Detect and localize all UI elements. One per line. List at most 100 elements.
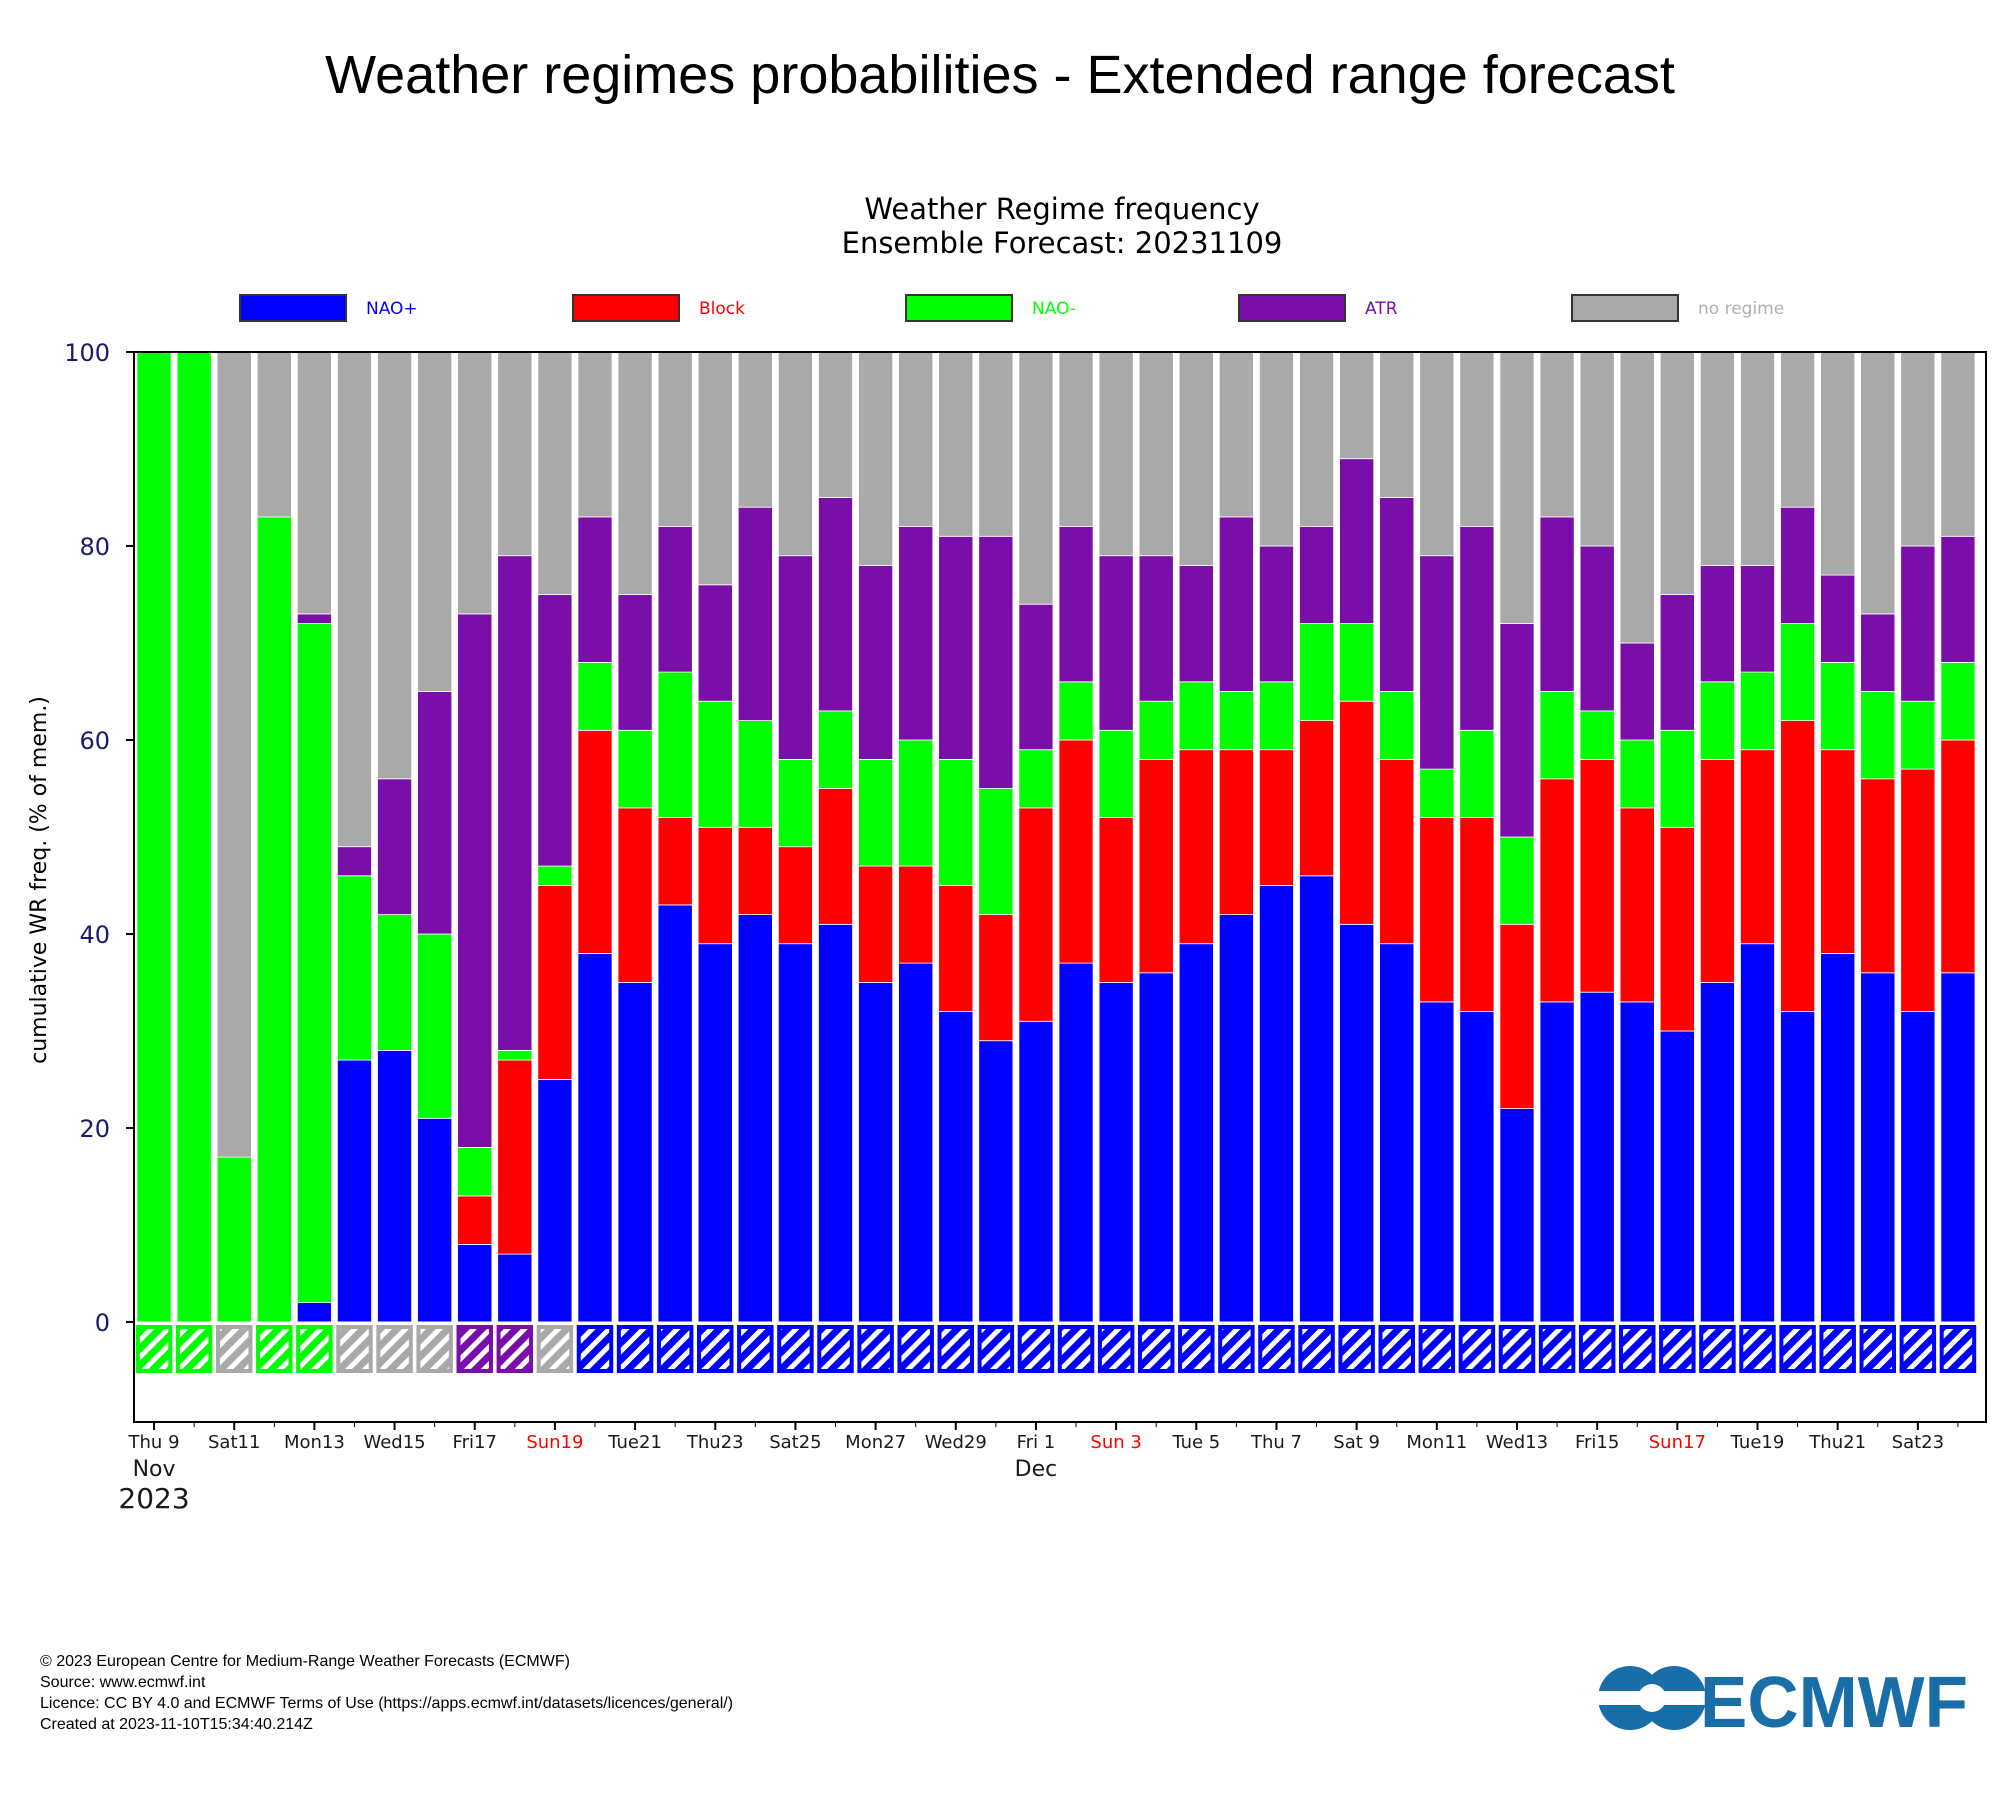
x-tick-label: Mon13 bbox=[284, 1432, 345, 1453]
bar-segment-nao+ bbox=[857, 982, 894, 1323]
x-axis: Thu 9 Sat11 Mon13 Wed15 Fri17 Sun19 Tue21 Thu23… bbox=[118, 1422, 1959, 1515]
bar-segment-no-regime bbox=[537, 351, 573, 595]
x-tick-label: Thu 9 bbox=[128, 1432, 180, 1453]
plot-frame bbox=[133, 351, 1987, 1423]
bar-segment-no-regime bbox=[497, 351, 533, 557]
bar-segment-nao- bbox=[978, 788, 1014, 915]
bar-segment-nao- bbox=[1298, 623, 1335, 721]
bar-segment-block bbox=[537, 885, 573, 1080]
dominant-regime-hatch bbox=[420, 1329, 449, 1369]
bar-segment-atr bbox=[1419, 555, 1455, 770]
bar-segment-atr bbox=[1258, 545, 1295, 683]
bar-segment-nao+ bbox=[617, 982, 653, 1323]
licence-text: Licence: CC BY 4.0 and ECMWF Terms of Us… bbox=[40, 1695, 734, 1712]
bar-segment-block bbox=[1739, 749, 1776, 945]
bar-segment-nao+ bbox=[1779, 1011, 1816, 1323]
bar-segment-atr bbox=[1699, 565, 1736, 683]
dominant-regime-hatch bbox=[1302, 1329, 1331, 1369]
bar-segment-nao+ bbox=[537, 1079, 573, 1323]
legend-label: NAO- bbox=[1032, 299, 1076, 319]
bar-segment-no-regime bbox=[1579, 351, 1615, 547]
dominant-regime-hatch bbox=[300, 1329, 329, 1369]
bar-segment-nao- bbox=[497, 1050, 533, 1061]
bar-segment-atr bbox=[617, 594, 653, 731]
bar-segment-nao+ bbox=[1138, 972, 1174, 1323]
bar-segment-atr bbox=[1779, 506, 1816, 625]
bar-segment-block bbox=[777, 846, 814, 945]
y-tick-label: 80 bbox=[79, 533, 110, 561]
dominant-regime-hatch bbox=[1703, 1329, 1732, 1369]
bar-segment-no-regime bbox=[898, 351, 934, 528]
chart-subtitle: Ensemble Forecast: 20231109 bbox=[842, 226, 1283, 260]
bar-segment-no-regime bbox=[1419, 351, 1455, 557]
bar-segment-atr bbox=[296, 613, 333, 625]
bar-segment-nao- bbox=[697, 700, 733, 828]
bar-segment-nao- bbox=[417, 933, 453, 1119]
bar-segment-nao- bbox=[1459, 729, 1495, 818]
bar-segment-no-regime bbox=[1058, 351, 1094, 528]
bar-segment-atr bbox=[1499, 623, 1535, 838]
bar-segment-block bbox=[1539, 778, 1575, 1003]
bar-segment-no-regime bbox=[1339, 351, 1375, 460]
bar-segment-block bbox=[657, 817, 693, 906]
dominant-regime-hatch bbox=[1943, 1329, 1973, 1369]
dominant-regime-hatch bbox=[981, 1329, 1011, 1369]
bar-segment-nao+ bbox=[1739, 943, 1776, 1323]
bar-segment-block bbox=[457, 1195, 493, 1245]
bar-segment-nao+ bbox=[577, 953, 613, 1323]
bar-segment-atr bbox=[1018, 603, 1054, 751]
bar-segment-atr bbox=[697, 584, 733, 702]
dominant-regime-hatch bbox=[540, 1329, 570, 1369]
y-tick-label: 40 bbox=[79, 921, 110, 949]
bar-segment-nao- bbox=[1900, 700, 1936, 770]
page-title: Weather regimes probabilities - Extended… bbox=[325, 45, 1675, 105]
bar-segment-no-regime bbox=[336, 351, 373, 848]
dominant-regime-hatch bbox=[1623, 1329, 1652, 1369]
dominant-regime-hatch bbox=[1743, 1329, 1772, 1369]
copyright-text: © 2023 European Centre for Medium-Range … bbox=[40, 1653, 570, 1670]
bar-segment-atr bbox=[457, 613, 493, 1148]
bar-segment-nao+ bbox=[1499, 1108, 1535, 1323]
bar-segment-block bbox=[1940, 739, 1976, 974]
y-tick-label: 100 bbox=[64, 339, 110, 367]
dominant-regime-hatch bbox=[1663, 1329, 1692, 1369]
bar-segment-block bbox=[1459, 817, 1495, 1012]
dominant-regime-hatch bbox=[1222, 1329, 1251, 1369]
dominant-regime-hatch bbox=[1021, 1329, 1051, 1369]
bar-segment-nao- bbox=[457, 1147, 493, 1197]
bar-segment-no-regime bbox=[1940, 351, 1976, 537]
bar-segment-block bbox=[1659, 826, 1695, 1032]
bar-segment-nao+ bbox=[1539, 1001, 1575, 1323]
source-text: Source: www.ecmwf.int bbox=[40, 1674, 206, 1691]
bar-segment-no-regime bbox=[737, 351, 773, 508]
bar-segment-no-regime bbox=[1098, 351, 1134, 557]
bar-segment-nao- bbox=[777, 759, 814, 848]
x-tick-label: Sat25 bbox=[769, 1432, 821, 1453]
weather-regime-chart: Weather Regime frequency Ensemble Foreca… bbox=[27, 192, 1987, 1515]
bar-segment-block bbox=[1178, 749, 1214, 945]
bar-segment-nao+ bbox=[1178, 943, 1214, 1323]
dominant-regime-hatch bbox=[1382, 1329, 1411, 1369]
bar-segment-atr bbox=[1820, 574, 1856, 663]
dominant-regime-hatch bbox=[941, 1329, 971, 1369]
bar-segment-atr bbox=[336, 846, 373, 877]
x-tick-label: Sun19 bbox=[526, 1432, 583, 1453]
bar-segment-block bbox=[1619, 807, 1655, 1003]
bar-segment-block bbox=[1218, 749, 1255, 916]
legend-swatch-no-regime bbox=[1571, 294, 1679, 322]
bar-segment-block bbox=[1860, 778, 1896, 974]
bar-segment-atr bbox=[1900, 545, 1936, 702]
legend-label: no regime bbox=[1698, 299, 1784, 319]
bar-segment-atr bbox=[1098, 555, 1134, 731]
dominant-regime-hatch bbox=[1061, 1329, 1091, 1369]
bar-segment-nao- bbox=[1339, 623, 1375, 702]
bar-segment-nao- bbox=[1860, 691, 1896, 780]
bar-segment-no-regime bbox=[1699, 351, 1736, 566]
x-tick-label: Tue 5 bbox=[1171, 1432, 1220, 1453]
bar-segment-no-regime bbox=[697, 351, 733, 586]
x-tick-label: Sat11 bbox=[208, 1432, 260, 1453]
bar-segment-block bbox=[1499, 923, 1535, 1109]
dominant-regime-hatch bbox=[620, 1329, 650, 1369]
bar-segment-nao- bbox=[1098, 729, 1134, 818]
dominant-regime-hatch bbox=[861, 1329, 890, 1369]
